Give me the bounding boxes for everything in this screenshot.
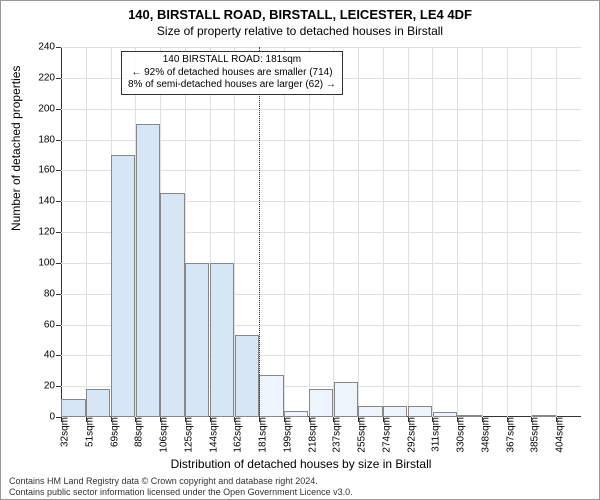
chart-title-main: 140, BIRSTALL ROAD, BIRSTALL, LEICESTER,… <box>1 1 599 22</box>
footer-line-1: Contains HM Land Registry data © Crown c… <box>9 476 353 486</box>
x-tick-label: 162sqm <box>231 417 244 453</box>
histogram-bar <box>383 406 407 417</box>
gridline-v <box>507 47 508 417</box>
histogram-bar <box>136 124 160 417</box>
x-tick-label: 69sqm <box>107 417 120 447</box>
gridline-v <box>457 47 458 417</box>
y-tick-label: 240 <box>38 42 61 53</box>
histogram-bar <box>185 263 209 417</box>
y-tick-label: 20 <box>44 381 61 392</box>
histogram-bar <box>86 389 110 417</box>
gridline-v <box>531 47 532 417</box>
gridline-v <box>284 47 285 417</box>
annotation-line-1: 140 BIRSTALL ROAD: 181sqm <box>128 54 336 67</box>
x-tick-label: 237sqm <box>330 417 343 453</box>
plot-area: 02040608010012014016018020022024032sqm51… <box>61 47 581 417</box>
gridline-h <box>61 109 581 110</box>
y-tick-label: 200 <box>38 103 61 114</box>
x-tick-label: 218sqm <box>305 417 318 453</box>
x-tick-label: 404sqm <box>553 417 566 453</box>
chart-container: 140, BIRSTALL ROAD, BIRSTALL, LEICESTER,… <box>0 0 600 500</box>
gridline-v <box>86 47 87 417</box>
histogram-bar <box>408 406 432 417</box>
histogram-bar <box>309 389 333 417</box>
x-tick-label: 311sqm <box>429 417 442 452</box>
x-tick-label: 292sqm <box>404 417 417 453</box>
annotation-line-2: ← 92% of detached houses are smaller (71… <box>128 67 336 80</box>
x-tick-label: 181sqm <box>256 417 269 453</box>
x-tick-label: 385sqm <box>528 417 541 453</box>
x-tick-label: 330sqm <box>454 417 467 453</box>
x-tick-label: 144sqm <box>206 417 219 453</box>
chart-title-sub: Size of property relative to detached ho… <box>1 22 599 38</box>
histogram-bar <box>111 155 135 417</box>
x-tick-label: 199sqm <box>280 417 293 453</box>
gridline-v <box>383 47 384 417</box>
gridline-h <box>61 47 581 48</box>
y-tick-label: 100 <box>38 257 61 268</box>
gridline-v <box>432 47 433 417</box>
x-tick-label: 125sqm <box>181 417 194 453</box>
histogram-bar <box>160 193 184 417</box>
footer-attribution: Contains HM Land Registry data © Crown c… <box>9 476 353 497</box>
y-tick-label: 80 <box>44 288 61 299</box>
x-tick-label: 255sqm <box>355 417 368 453</box>
x-tick-label: 106sqm <box>157 417 170 453</box>
x-tick-label: 51sqm <box>82 417 95 447</box>
y-tick-label: 60 <box>44 319 61 330</box>
y-tick-label: 160 <box>38 165 61 176</box>
histogram-bar <box>61 399 85 418</box>
histogram-bar <box>259 375 283 417</box>
gridline-v <box>482 47 483 417</box>
histogram-bar <box>235 335 259 417</box>
histogram-bar <box>210 263 234 417</box>
gridline-v <box>556 47 557 417</box>
x-tick-label: 32sqm <box>58 417 71 447</box>
y-tick-label: 180 <box>38 134 61 145</box>
marker-line <box>259 47 260 417</box>
x-tick-label: 367sqm <box>503 417 516 453</box>
x-axis-label: Distribution of detached houses by size … <box>1 457 600 471</box>
gridline-v <box>408 47 409 417</box>
histogram-bar <box>358 406 382 417</box>
y-axis-label: Number of detached properties <box>9 66 23 231</box>
gridline-v <box>333 47 334 417</box>
x-tick-label: 274sqm <box>379 417 392 453</box>
footer-line-2: Contains public sector information licen… <box>9 487 353 497</box>
x-tick-label: 348sqm <box>478 417 491 453</box>
y-tick-label: 220 <box>38 72 61 83</box>
y-tick-label: 140 <box>38 196 61 207</box>
y-tick-label: 40 <box>44 350 61 361</box>
gridline-v <box>358 47 359 417</box>
annotation-line-3: 8% of semi-detached houses are larger (6… <box>128 79 336 92</box>
histogram-bar <box>334 382 358 417</box>
annotation-box: 140 BIRSTALL ROAD: 181sqm← 92% of detach… <box>121 51 343 95</box>
x-tick-label: 88sqm <box>132 417 145 447</box>
gridline-v <box>309 47 310 417</box>
y-tick-label: 120 <box>38 227 61 238</box>
